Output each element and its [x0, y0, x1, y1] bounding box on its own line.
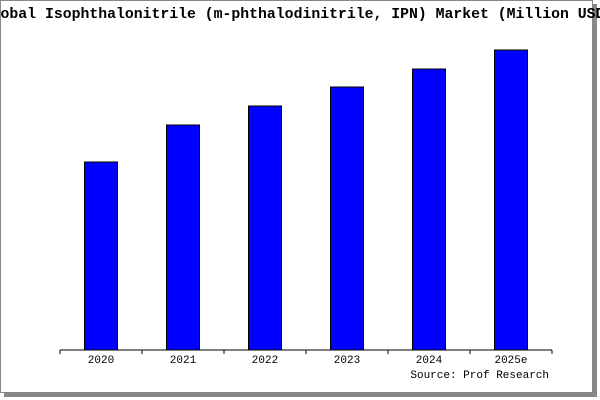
x-tick-label: 2021	[170, 355, 197, 367]
x-tick-label: 2020	[88, 355, 114, 367]
bar	[248, 105, 282, 351]
x-tick-label: 2023	[334, 355, 360, 367]
source-note: Source: Prof Research	[410, 370, 549, 382]
bar	[166, 124, 200, 351]
x-tick-label: 2025e	[494, 355, 527, 367]
bar	[494, 49, 528, 351]
bar	[84, 161, 118, 351]
bar	[412, 68, 446, 351]
x-tick-label: 2022	[252, 355, 278, 367]
x-tick-label: 2024	[416, 355, 443, 367]
chart-title: Global Isophthalonitrile (m-phthalodinit…	[0, 7, 600, 23]
bar	[330, 86, 364, 351]
